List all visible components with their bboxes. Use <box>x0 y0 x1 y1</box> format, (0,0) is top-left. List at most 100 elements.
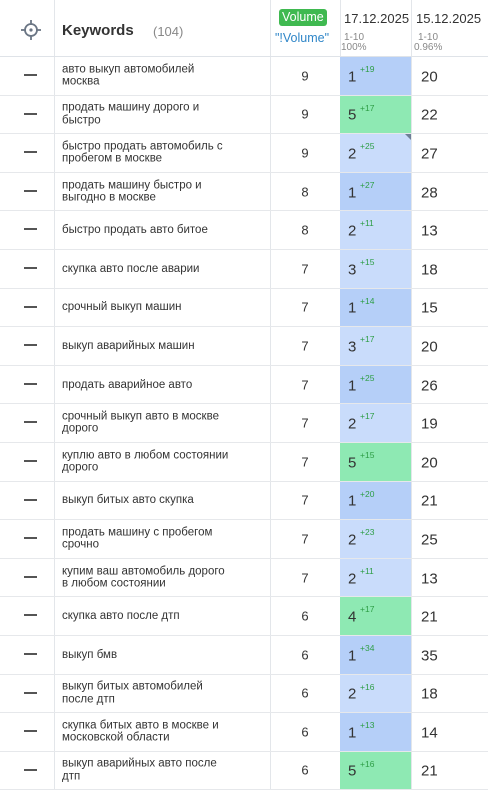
previous-position-value: 15 <box>421 299 438 317</box>
keyword-text[interactable]: скупка авто после аварии <box>62 262 200 275</box>
collapse-dash-icon[interactable] <box>24 652 37 655</box>
keyword-text[interactable]: продать машину быстро и выгодно в москве <box>62 179 202 204</box>
keyword-text[interactable]: быстро продать авто битое <box>62 224 208 237</box>
collapse-dash-icon[interactable] <box>24 730 37 733</box>
current-position-cell[interactable]: 2 +25 <box>340 134 411 172</box>
previous-position-value: 21 <box>421 762 438 780</box>
collapse-dash-icon[interactable] <box>24 459 37 462</box>
keyword-text[interactable]: быстро продать автомобиль с пробегом в м… <box>62 140 223 165</box>
table-row[interactable]: выкуп аварийных машин 7 3 +17 20 <box>0 327 488 366</box>
date-current-header[interactable]: 17.12.2025 <box>344 11 410 26</box>
collapse-dash-icon[interactable] <box>24 344 37 347</box>
current-position-cell[interactable]: 1 +20 <box>340 481 411 520</box>
current-position-cell[interactable]: 1 +34 <box>340 635 411 674</box>
table-row[interactable]: куплю авто в любом состоянии дорого 7 5 … <box>0 442 488 482</box>
date-previous-header[interactable]: 15.12.2025 <box>416 11 482 26</box>
keyword-text[interactable]: срочный выкуп авто в москве дорого <box>62 410 219 436</box>
keyword-text[interactable]: скупка авто после дтп <box>62 609 180 622</box>
volume-value: 9 <box>301 106 309 122</box>
position-value: 2 <box>348 569 357 587</box>
note-corner-icon[interactable] <box>405 134 411 141</box>
collapse-dash-icon[interactable] <box>24 498 37 501</box>
volume-value: 6 <box>301 724 309 740</box>
keyword-text[interactable]: купим ваш автомобиль дорого в любом сост… <box>62 565 225 590</box>
previous-position-value: 18 <box>421 261 438 279</box>
keyword-text[interactable]: срочный выкуп машин <box>62 301 182 314</box>
keyword-text[interactable]: продать машину дорого и быстро <box>62 102 200 127</box>
collapse-dash-icon[interactable] <box>24 614 37 617</box>
table-row[interactable]: срочный выкуп авто в москве дорого 7 2 +… <box>0 404 488 443</box>
keyword-text[interactable]: выкуп битых авто скупка <box>62 494 194 507</box>
position-delta: +17 <box>360 411 375 422</box>
table-row[interactable]: продать машину с пробегом срочно 7 2 +23… <box>0 520 488 559</box>
table-row[interactable]: выкуп бмв 6 1 +34 35 <box>0 635 488 675</box>
table-row[interactable]: быстро продать авто битое 8 2 +11 13 <box>0 211 488 250</box>
current-position-cell[interactable]: 2 +11 <box>340 558 411 597</box>
position-value: 2 <box>348 415 357 433</box>
position-delta: +20 <box>360 488 375 499</box>
collapse-dash-icon[interactable] <box>24 151 37 154</box>
position-delta: +17 <box>360 334 375 345</box>
table-row[interactable]: срочный выкуп машин 7 1 +14 15 <box>0 288 488 328</box>
current-position-cell[interactable]: 3 +15 <box>340 249 411 288</box>
volume-value: 7 <box>301 415 309 431</box>
exact-volume-link[interactable]: "!Volume" <box>275 31 330 45</box>
collapse-dash-icon[interactable] <box>24 382 37 385</box>
current-position-cell[interactable]: 5 +15 <box>340 442 411 481</box>
current-position-cell[interactable]: 2 +17 <box>340 404 411 442</box>
current-position-cell[interactable]: 1 +14 <box>340 288 411 327</box>
current-position-cell[interactable]: 1 +19 <box>340 57 411 95</box>
table-row[interactable]: выкуп аварийных авто после дтп 6 5 +16 2… <box>0 751 488 790</box>
keywords-header[interactable]: Keywords <box>62 22 134 39</box>
collapse-dash-icon[interactable] <box>24 228 37 231</box>
current-position-cell[interactable]: 1 +27 <box>340 172 411 211</box>
table-row[interactable]: быстро продать автомобиль с пробегом в м… <box>0 134 488 173</box>
volume-value: 7 <box>301 570 309 586</box>
table-row[interactable]: выкуп битых автомобилей после дтп 6 2 +1… <box>0 674 488 714</box>
table-row[interactable]: выкуп битых авто скупка 7 1 +20 21 <box>0 481 488 521</box>
keyword-text[interactable]: выкуп аварийных авто после дтп <box>62 758 217 783</box>
previous-position-value: 13 <box>421 569 438 587</box>
collapse-dash-icon[interactable] <box>24 74 37 76</box>
table-body: авто выкуп автомобилей москва 9 1 +19 20… <box>0 57 488 790</box>
current-position-cell[interactable]: 1 +25 <box>340 365 411 404</box>
keyword-text[interactable]: скупка битых авто в москве и московской … <box>62 719 219 744</box>
table-row[interactable]: скупка авто после дтп 6 4 +17 21 <box>0 597 488 636</box>
keyword-text[interactable]: авто выкуп автомобилей москва <box>62 63 195 88</box>
table-row[interactable]: скупка авто после аварии 7 3 +15 18 <box>0 249 488 289</box>
keyword-text[interactable]: продать аварийное авто <box>62 378 193 391</box>
table-row[interactable]: скупка битых авто в москве и московской … <box>0 713 488 752</box>
table-row[interactable]: купим ваш автомобиль дорого в любом сост… <box>0 558 488 598</box>
table-row[interactable]: продать машину дорого и быстро 9 5 +17 2… <box>0 95 488 135</box>
current-position-cell[interactable]: 3 +17 <box>340 327 411 365</box>
collapse-dash-icon[interactable] <box>24 537 37 540</box>
current-position-cell[interactable]: 2 +16 <box>340 674 411 713</box>
table-row[interactable]: продать аварийное авто 7 1 +25 26 <box>0 365 488 405</box>
keyword-text[interactable]: выкуп бмв <box>62 648 118 661</box>
collapse-dash-icon[interactable] <box>24 575 37 578</box>
position-value: 3 <box>348 338 357 356</box>
current-position-cell[interactable]: 5 +17 <box>340 95 411 134</box>
keyword-text[interactable]: куплю авто в любом состоянии дорого <box>62 449 229 474</box>
volume-sort-button[interactable]: Volume <box>279 9 327 26</box>
collapse-dash-icon[interactable] <box>24 266 37 269</box>
keyword-text[interactable]: выкуп аварийных машин <box>62 339 195 352</box>
current-position-cell[interactable]: 2 +23 <box>340 520 411 558</box>
date-previous-range: 1-10 <box>418 32 439 43</box>
current-position-cell[interactable]: 1 +13 <box>340 713 411 751</box>
collapse-dash-icon[interactable] <box>24 305 37 308</box>
collapse-dash-icon[interactable] <box>24 189 37 192</box>
date-current-percent: 100% <box>341 42 367 53</box>
collapse-dash-icon[interactable] <box>24 421 37 424</box>
position-delta: +14 <box>360 295 375 306</box>
current-position-cell[interactable]: 2 +11 <box>340 211 411 249</box>
keyword-text[interactable]: продать машину с пробегом срочно <box>62 526 213 551</box>
collapse-dash-icon[interactable] <box>24 691 37 694</box>
table-row[interactable]: авто выкуп автомобилей москва 9 1 +19 20 <box>0 57 488 96</box>
collapse-dash-icon[interactable] <box>24 112 37 115</box>
current-position-cell[interactable]: 4 +17 <box>340 597 411 635</box>
current-position-cell[interactable]: 5 +16 <box>340 751 411 790</box>
keyword-text[interactable]: выкуп битых автомобилей после дтп <box>62 681 203 706</box>
target-icon[interactable] <box>21 20 41 40</box>
table-row[interactable]: продать машину быстро и выгодно в москве… <box>0 172 488 212</box>
